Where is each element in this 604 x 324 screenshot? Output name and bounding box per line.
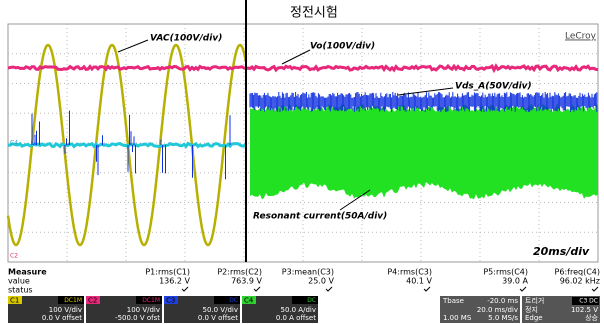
title: 정전시험 <box>290 6 338 21</box>
measure-cell: 96.02 kHz <box>560 277 600 286</box>
channel-coupling: DC1M <box>64 297 82 304</box>
channel-name: C3 <box>166 297 175 305</box>
trig-slope: 상승 <box>585 313 598 322</box>
channel-offset: 0.0 V offset <box>42 314 82 322</box>
brand: LeCroy <box>565 32 597 42</box>
channel-offset: -500.0 V ofst <box>115 314 160 322</box>
measure-header: P6:freq(C4) <box>555 268 600 277</box>
channel-name: C2 <box>88 297 97 305</box>
trig-level: 102.5 V <box>571 306 598 314</box>
measure-cell: 136.2 V <box>159 277 190 286</box>
trig-type: Edge <box>525 314 543 322</box>
measure-header: P5:rms(C4) <box>483 268 528 277</box>
trig-label: 트리거 <box>525 296 544 305</box>
measure-cell: 763.9 V <box>231 277 262 286</box>
channel-scale: 50.0 A/div <box>281 306 317 314</box>
trace-marker: C4 <box>10 140 18 147</box>
trace-marker: C2 <box>10 253 18 260</box>
channel-name: C1 <box>10 297 19 305</box>
annotation: Vo(100V/div) <box>310 42 375 52</box>
measure-header: Measure <box>8 268 47 277</box>
trig-source: C3 DC <box>579 298 598 305</box>
time-per-div: 20ms/div <box>533 245 590 258</box>
tb-scale: 20.0 ms/div <box>477 306 518 314</box>
measure-table: Measure P1:rms(C1) P2:rms(C2) P3:mean(C3) P4… <box>8 268 600 295</box>
tb-delay: -20.0 ms <box>487 297 518 305</box>
tb-label: Tbase <box>442 297 464 305</box>
measure-cell: value <box>8 277 30 286</box>
measure-header: P2:rms(C2) <box>217 268 262 277</box>
channel-name: C4 <box>244 297 254 305</box>
scope-screen: 정전시험 LeCroy VAC(100V/div) Vo(100V/div) V… <box>0 0 604 324</box>
channel-offset: 0.0 V offset <box>198 314 238 322</box>
measure-header: P1:rms(C1) <box>145 268 190 277</box>
channel-scale: 100 V/div <box>127 306 160 314</box>
status-check <box>424 287 430 291</box>
measure-cell: status <box>8 286 33 295</box>
measure-header: P3:mean(C3) <box>282 268 334 277</box>
channel-coupling: DC <box>307 297 316 304</box>
channel-scale: 100 V/div <box>49 306 82 314</box>
channel-offset: 0.0 A offset <box>276 314 316 322</box>
status-check <box>592 287 598 291</box>
channel-scale: 50.0 V/div <box>203 306 239 314</box>
annotation: VAC(100V/div) <box>150 34 222 44</box>
status-check <box>182 287 188 291</box>
annotation: Resonant current(50A/div) <box>253 212 387 222</box>
status-check <box>326 287 332 291</box>
annotation: Vds_A(50V/div) <box>455 82 532 92</box>
measure-cell: 39.0 A <box>502 277 528 286</box>
trig-mode: 정지 <box>525 305 538 314</box>
measure-header: P4:rms(C3) <box>387 268 432 277</box>
tb-samples: 1.00 MS <box>443 314 472 322</box>
channel-coupling: DC1M <box>142 297 160 304</box>
measure-cell: 40.1 V <box>406 277 432 286</box>
tb-rate: 5.0 MS/s <box>488 314 518 322</box>
measure-cell: 25.0 V <box>308 277 334 286</box>
status-check <box>254 287 260 291</box>
status-check <box>520 287 526 291</box>
channel-coupling: DC <box>229 297 238 304</box>
